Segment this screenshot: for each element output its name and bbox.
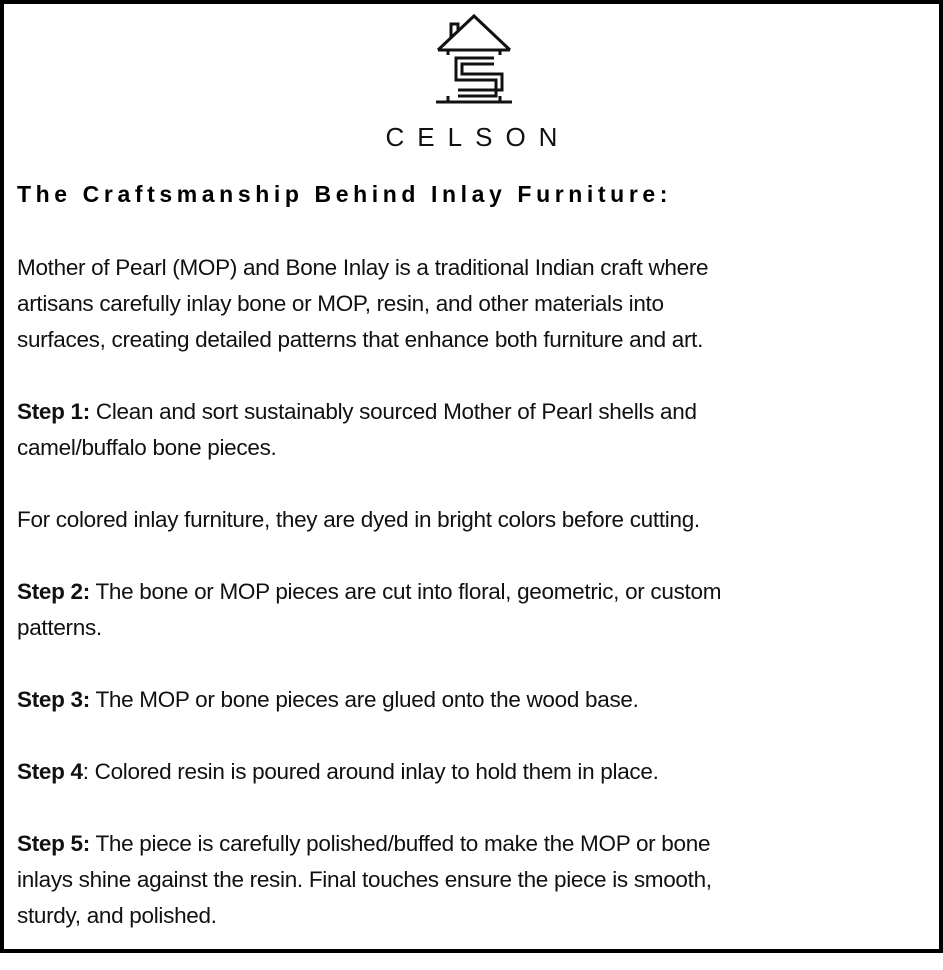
step-label: Step 5: xyxy=(17,831,90,856)
dye-note: For colored inlay furniture, they are dy… xyxy=(17,502,927,538)
document-body: Mother of Pearl (MOP) and Bone Inlay is … xyxy=(17,250,927,970)
text-line: : Colored resin is poured around inlay t… xyxy=(82,759,659,784)
brand-name: CELSON xyxy=(385,122,571,152)
step-5: Step 5: The piece is carefully polished/… xyxy=(17,826,927,934)
text-line: Clean and sort sustainably sourced Mothe… xyxy=(89,399,697,424)
text-line: The bone or MOP pieces are cut into flor… xyxy=(89,579,722,604)
step-label: Step 4 xyxy=(17,759,83,784)
text-line: camel/buffalo bone pieces. xyxy=(17,435,277,460)
text-line: The piece is carefully polished/buffed t… xyxy=(89,831,711,856)
text-line: patterns. xyxy=(17,615,102,640)
step-4: Step 4: Colored resin is poured around i… xyxy=(17,754,927,790)
text-line: The MOP or bone pieces are glued onto th… xyxy=(89,687,639,712)
text-line: inlays shine against the resin. Final to… xyxy=(17,867,712,892)
text-line: artisans carefully inlay bone or MOP, re… xyxy=(17,291,664,316)
intro-paragraph: Mother of Pearl (MOP) and Bone Inlay is … xyxy=(17,250,927,358)
step-2: Step 2: The bone or MOP pieces are cut i… xyxy=(17,574,927,646)
text-line: sturdy, and polished. xyxy=(17,903,217,928)
text-line: Mother of Pearl (MOP) and Bone Inlay is … xyxy=(17,255,709,280)
text-line: For colored inlay furniture, they are dy… xyxy=(17,507,700,532)
step-label: Step 2: xyxy=(17,579,90,604)
step-label: Step 1: xyxy=(17,399,90,424)
text-line: surfaces, creating detailed patterns tha… xyxy=(17,327,704,352)
step-1: Step 1: Clean and sort sustainably sourc… xyxy=(17,394,927,466)
page-title: The Craftsmanship Behind Inlay Furniture… xyxy=(17,181,673,207)
step-3: Step 3: The MOP or bone pieces are glued… xyxy=(17,682,927,718)
step-label: Step 3: xyxy=(17,687,90,712)
house-with-s-icon xyxy=(436,13,512,104)
